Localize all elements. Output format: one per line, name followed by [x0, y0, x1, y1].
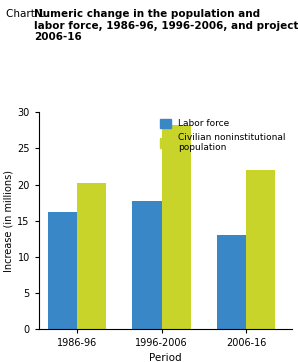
Bar — [246, 170, 275, 329]
Bar — [132, 201, 162, 329]
X-axis label: Period: Period — [149, 353, 182, 362]
Legend: Labor force, Civilian noninstitutional
population: Labor force, Civilian noninstitutional p… — [158, 117, 288, 154]
Bar — [77, 183, 106, 329]
Bar — [48, 212, 77, 329]
Y-axis label: Increase (in millions): Increase (in millions) — [3, 170, 13, 272]
Text: Numeric change in the population and
labor force, 1986-96, 1996-2006, and projec: Numeric change in the population and lab… — [34, 9, 298, 42]
Bar — [217, 235, 246, 329]
Bar — [162, 125, 191, 329]
Text: Chart 1.: Chart 1. — [6, 9, 51, 19]
